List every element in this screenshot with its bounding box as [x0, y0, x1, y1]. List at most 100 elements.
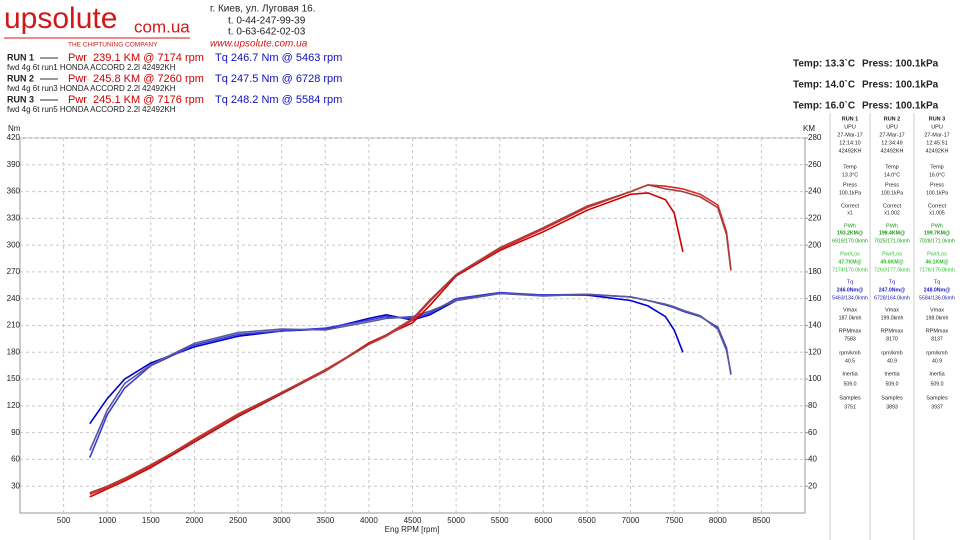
table-row-label: rpm/kmh: [881, 350, 902, 356]
table-cell: 246.0Nm@: [837, 287, 863, 293]
y2-tick-label: 200: [808, 240, 822, 249]
run-torque: Tq 247.5 Nm @ 6728 rpm: [215, 73, 342, 85]
table-row-label: Temp: [930, 164, 943, 170]
table-row-label: RPMmax: [881, 328, 904, 334]
table-cell: 509.0: [931, 381, 944, 387]
table-head: RUN 1: [842, 116, 859, 122]
table-cell: 40.9: [887, 358, 897, 364]
x-tick-label: 4000: [360, 516, 378, 525]
website[interactable]: www.upsolute.com.ua: [210, 39, 308, 50]
table-row-label: Vmax: [843, 307, 857, 313]
table-row-label: Press: [885, 182, 899, 188]
table-cell: 46.1KM@: [925, 259, 948, 265]
table-cell: 100.1kPa: [881, 190, 903, 196]
x-tick-label: 6000: [534, 516, 552, 525]
y2-tick-label: 120: [808, 347, 822, 356]
table-cell: 40.9: [932, 358, 942, 364]
phone: t. 0-44-247-99-39: [228, 16, 306, 27]
table-cell: 7176/175.0kmh: [919, 267, 955, 273]
y2-axis-label: KM: [803, 124, 815, 133]
run-temp: Temp: 14.0`C: [793, 80, 855, 91]
y-tick-label: 420: [7, 133, 21, 142]
table-row-label: Correct: [841, 203, 860, 209]
table-cell: 49.6KM@: [880, 259, 903, 265]
table-head: 27-Mar-17: [837, 132, 862, 138]
x-tick-label: 6500: [578, 516, 596, 525]
run-desc: fwd 4g 6t run5 HONDA ACCORD 2.2l 42492KH: [7, 105, 176, 114]
table-row-label: Samples: [881, 395, 903, 401]
table-row-label: Correct: [883, 203, 902, 209]
y2-tick-label: 180: [808, 267, 822, 276]
y-axis-label: Nm: [8, 124, 21, 133]
table-cell: 6728/164.0kmh: [874, 295, 910, 301]
table-row-label: Samples: [839, 395, 861, 401]
table-head: 27-Mar-17: [924, 132, 949, 138]
table-cell: 187.0kmh: [839, 315, 862, 321]
table-cell: 7260/177.0kmh: [874, 267, 910, 273]
y-tick-label: 210: [7, 321, 21, 330]
y-tick-label: 240: [7, 294, 21, 303]
table-row-label: Tq: [847, 279, 853, 285]
table-cell: 199.0kmh: [881, 315, 904, 321]
y-tick-label: 330: [7, 213, 21, 222]
table-cell: 199.7KM@: [924, 230, 950, 236]
table-row-label: Correct: [928, 203, 947, 209]
table-row-label: PWh: [886, 223, 898, 229]
table-cell: x1.002: [884, 210, 900, 216]
table-head: UPU: [844, 124, 856, 130]
y-tick-label: 360: [7, 187, 21, 196]
run-label: RUN 3: [7, 94, 34, 104]
y-tick-label: 390: [7, 160, 21, 169]
run-press: Press: 100.1kPa: [862, 59, 939, 70]
table-cell: 47.7KM@: [838, 259, 861, 265]
run-torque: Tq 246.7 Nm @ 5463 rpm: [215, 52, 342, 64]
table-row-label: Inertia: [929, 371, 945, 377]
x-tick-label: 1000: [98, 516, 116, 525]
table-row-label: Vmax: [885, 307, 899, 313]
table-head: 12:34:49: [881, 140, 902, 146]
table-head: UPU: [931, 124, 943, 130]
table-head: 12:45:51: [926, 140, 947, 146]
y2-tick-label: 240: [808, 187, 822, 196]
logo-tagline: THE CHIPTUNING COMPANY: [68, 42, 158, 49]
x-tick-label: 8000: [709, 516, 727, 525]
table-head: 42492KH: [926, 148, 949, 154]
run-label: RUN 1: [7, 52, 34, 62]
y2-tick-label: 280: [808, 133, 822, 142]
table-row-label: Press: [843, 182, 857, 188]
y2-tick-label: 40: [808, 455, 817, 464]
run-torque: Tq 248.2 Nm @ 5584 rpm: [215, 94, 342, 106]
series-line: [89, 192, 684, 498]
x-tick-label: 3000: [273, 516, 291, 525]
table-cell: 100.1kPa: [839, 190, 861, 196]
x-tick-label: 8500: [752, 516, 770, 525]
table-cell: 5584/136.0kmh: [919, 295, 955, 301]
table-row-label: Inertia: [884, 371, 900, 377]
table-cell: x1.005: [929, 210, 945, 216]
y2-tick-label: 80: [808, 401, 817, 410]
run-power: Pwr 245.8 KM @ 7260 rpm: [68, 73, 204, 85]
x-tick-label: 5000: [447, 516, 465, 525]
table-row-label: Inertia: [842, 371, 858, 377]
table-row-label: Tq: [934, 279, 940, 285]
y-tick-label: 150: [7, 374, 21, 383]
table-cell: 8137: [931, 336, 943, 342]
table-cell: 16.0°C: [929, 172, 945, 178]
table-row-label: Tq: [889, 279, 895, 285]
y-tick-label: 120: [7, 401, 21, 410]
table-cell: 7583: [844, 336, 856, 342]
x-tick-label: 500: [57, 516, 71, 525]
table-cell: 6919/170.0kmh: [832, 238, 868, 244]
table-cell: 100.1kPa: [926, 190, 948, 196]
series-line: [89, 184, 732, 496]
series-line: [89, 184, 732, 494]
run-desc: fwd 4g 6t run1 HONDA ACCORD 2.2l 42492KH: [7, 63, 176, 72]
table-row-label: Temp: [843, 164, 856, 170]
y2-tick-label: 20: [808, 481, 817, 490]
table-cell: 7174/170.0kmh: [832, 267, 868, 273]
y2-tick-label: 100: [808, 374, 822, 383]
x-tick-label: 2500: [229, 516, 247, 525]
run-label: RUN 2: [7, 73, 34, 83]
table-row-label: Pwr/Los: [927, 251, 947, 257]
